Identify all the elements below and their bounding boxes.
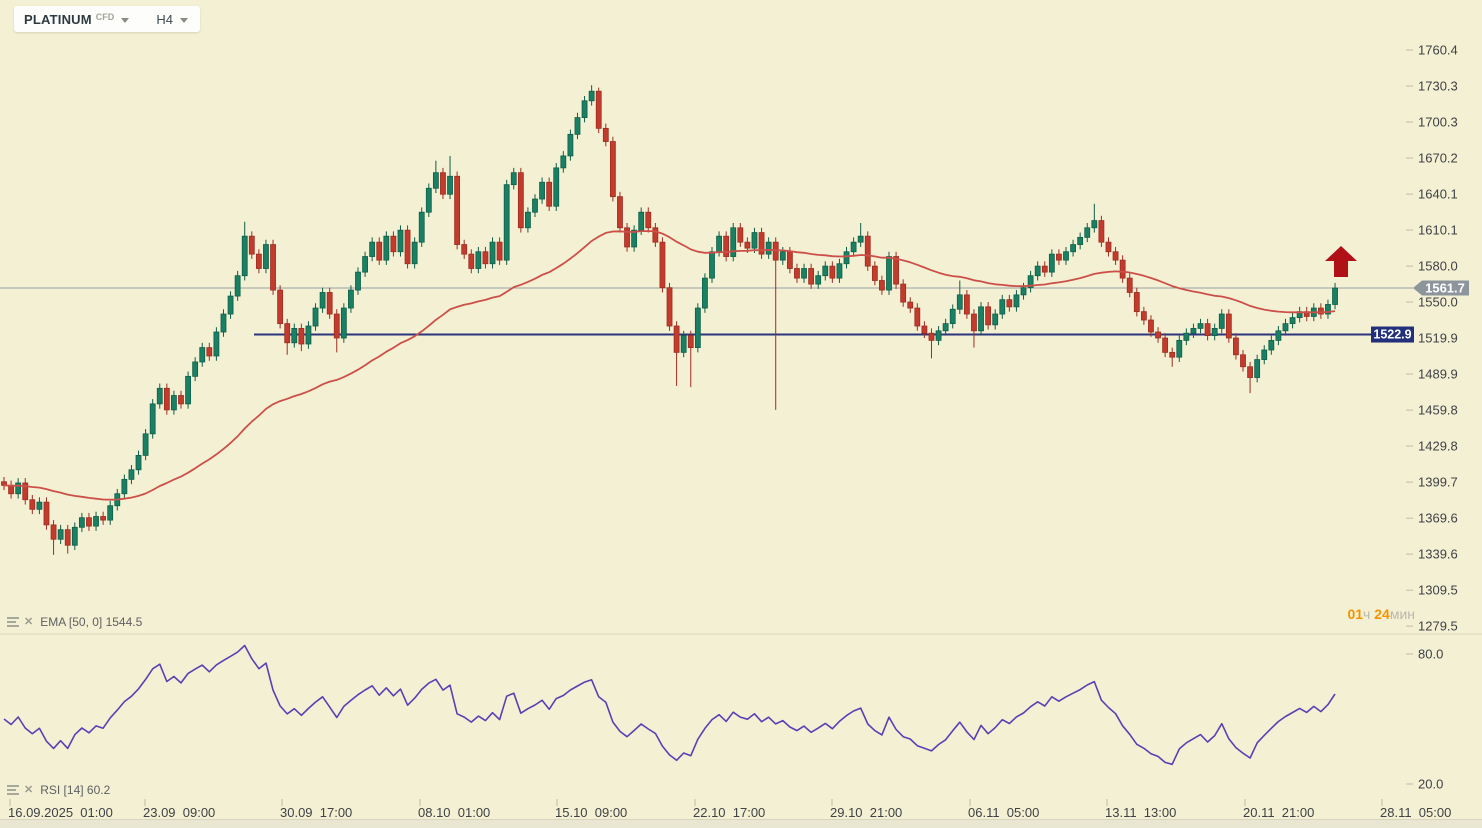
svg-text:1760.4: 1760.4 — [1418, 43, 1458, 58]
svg-text:20.11 21:00: 20.11 21:00 — [1243, 805, 1314, 820]
svg-text:29.10 21:00: 29.10 21:00 — [830, 805, 902, 820]
svg-text:1339.6: 1339.6 — [1418, 547, 1458, 562]
svg-text:28.11 05:00: 28.11 05:00 — [1380, 805, 1451, 820]
svg-text:1561.7: 1561.7 — [1425, 281, 1465, 296]
svg-text:1522.9: 1522.9 — [1373, 328, 1411, 342]
svg-text:1399.7: 1399.7 — [1418, 475, 1458, 490]
bottom-scroll-strip[interactable] — [0, 819, 1482, 828]
svg-text:06.11 05:00: 06.11 05:00 — [968, 805, 1039, 820]
svg-text:1489.9: 1489.9 — [1418, 367, 1458, 382]
svg-text:1580.0: 1580.0 — [1418, 259, 1458, 274]
chart-toolbar: PLATINUM CFD H4 — [14, 6, 200, 32]
indicator-settings-icon[interactable] — [6, 617, 19, 628]
timer-minutes: 24 — [1374, 606, 1390, 622]
svg-text:15.10 09:00: 15.10 09:00 — [555, 805, 627, 820]
indicator-close-icon[interactable]: ✕ — [24, 615, 34, 628]
svg-text:1610.1: 1610.1 — [1418, 223, 1458, 238]
svg-text:1550.0: 1550.0 — [1418, 295, 1458, 310]
symbol-selector[interactable]: PLATINUM CFD — [14, 11, 130, 27]
timer-hours: 01 — [1347, 606, 1364, 622]
rsi-line — [3, 644, 1336, 766]
chevron-down-icon — [121, 17, 130, 23]
ema-indicator-row: ✕ EMA [50, 0] 1544.5 — [6, 615, 142, 629]
rsi-indicator-row: ✕ RSI [14] 60.2 — [6, 783, 110, 797]
timeframe-label: H4 — [156, 11, 173, 27]
svg-text:22.10 17:00: 22.10 17:00 — [693, 805, 765, 820]
price-axis[interactable]: 1760.4 1730.3 1700.3 1670.2 1640.1 1610.1 1580… — [1406, 43, 1458, 792]
indicator-settings-icon[interactable] — [6, 785, 19, 796]
ema-line — [3, 230, 1336, 501]
svg-text:1640.1: 1640.1 — [1418, 187, 1458, 202]
svg-text:1369.6: 1369.6 — [1418, 511, 1458, 526]
up-arrow-icon[interactable] — [1325, 246, 1357, 277]
svg-text:80.0: 80.0 — [1418, 647, 1443, 662]
ema-indicator-label: EMA [50, 0] 1544.5 — [40, 615, 143, 629]
support-price-tag: 1522.9 — [1371, 326, 1414, 343]
candles-layer — [1, 85, 1338, 555]
chevron-down-icon — [180, 17, 188, 23]
svg-text:30.09 17:00: 30.09 17:00 — [280, 805, 352, 820]
timer-hours-unit: ч — [1363, 606, 1371, 622]
time-axis[interactable]: 16.09.2025 01:00 23.09 09:00 30.09 17:00 08… — [8, 799, 1451, 820]
symbol-label: PLATINUM — [24, 11, 92, 27]
svg-text:08.10 01:00: 08.10 01:00 — [418, 805, 490, 820]
indicator-close-icon[interactable]: ✕ — [24, 783, 34, 796]
svg-text:1730.3: 1730.3 — [1418, 79, 1458, 94]
rsi-indicator-label: RSI [14] 60.2 — [40, 783, 111, 797]
current-price-tag: 1561.7 — [1413, 280, 1469, 296]
timer-minutes-unit: мин — [1389, 606, 1415, 622]
svg-text:16.09.2025 01:00: 16.09.2025 01:00 — [8, 805, 113, 820]
svg-text:1700.3: 1700.3 — [1418, 114, 1458, 129]
svg-text:13.11 13:00: 13.11 13:00 — [1105, 805, 1176, 820]
symbol-type-badge: CFD — [95, 12, 115, 22]
svg-text:1459.8: 1459.8 — [1418, 403, 1458, 418]
svg-text:1670.2: 1670.2 — [1418, 151, 1458, 166]
svg-text:1279.5: 1279.5 — [1418, 619, 1458, 634]
svg-text:23.09 09:00: 23.09 09:00 — [143, 805, 215, 820]
svg-text:1429.8: 1429.8 — [1418, 439, 1458, 454]
svg-text:20.0: 20.0 — [1418, 777, 1443, 792]
candle-countdown-timer: 01ч 24мин — [1347, 606, 1415, 622]
svg-text:1309.5: 1309.5 — [1418, 583, 1458, 598]
timeframe-selector[interactable]: H4 — [156, 12, 200, 27]
svg-text:1519.9: 1519.9 — [1418, 331, 1458, 346]
